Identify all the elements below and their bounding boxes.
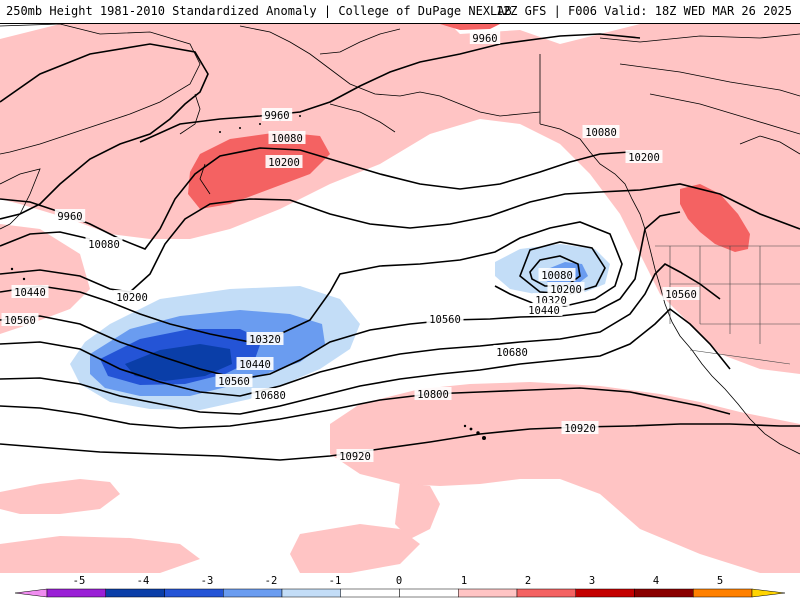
contour-label-bg	[336, 449, 374, 462]
contour-label: 10680	[254, 390, 286, 402]
colorbar-bins	[14, 588, 786, 598]
colorbar-tick-label: -1	[329, 575, 342, 587]
contour-label: 10080	[541, 270, 573, 282]
model-run-info: 12Z GFS | F006 Valid: 18Z WED MAR 26 202…	[495, 4, 792, 18]
colorbar-bin	[458, 588, 518, 598]
anomaly-map: 9960 9960 9960 10080 10080 10080 10080 10200 102…	[0, 24, 800, 573]
contour-label-bg	[54, 209, 86, 222]
contour-label-bg	[251, 388, 289, 401]
contour-label-bg	[268, 131, 306, 144]
contour-label-bg	[236, 357, 274, 370]
contour-label: 10440	[14, 287, 46, 299]
contour-label-bg	[493, 345, 531, 358]
anomaly-colorbar: -5 -4 -3 -2 -1 0 1 2 3 4 5	[0, 573, 800, 600]
contour-label-bg	[11, 285, 49, 298]
contour-labels: 9960 9960 9960 10080 10080 10080 10080 10200 102…	[1, 31, 700, 463]
contour-label: 10920	[564, 423, 596, 435]
colorbar-tick-label: 4	[653, 575, 659, 587]
contour-label: 10080	[585, 127, 617, 139]
colorbar-bin	[575, 588, 635, 598]
contour-label: 10080	[271, 133, 303, 145]
colorbar-tick-label: -2	[265, 575, 278, 587]
colorbar-bin	[223, 588, 283, 598]
contour-label: 10560	[665, 289, 697, 301]
colorbar-tick-label: 1	[461, 575, 467, 587]
contour-label: 10560	[4, 315, 36, 327]
contour-label-bg	[625, 150, 663, 163]
contour-label: 10440	[528, 305, 560, 317]
contour-label-bg	[525, 303, 563, 316]
state-boundaries	[655, 245, 800, 365]
colorbar-bin	[399, 588, 459, 598]
colorbar-bin-arrow-high	[751, 588, 786, 598]
contour-label: 10920	[339, 451, 371, 463]
colorbar-bin	[340, 588, 400, 598]
colorbar-tick-label: -5	[73, 575, 86, 587]
colorbar-tick-label: -4	[137, 575, 150, 587]
contour-label: 9960	[264, 110, 289, 122]
contour-label-bg	[113, 290, 151, 303]
map-title: 250mb Height 1981-2010 Standardized Anom…	[6, 4, 512, 18]
contour-label: 10440	[239, 359, 271, 371]
contour-label-bg	[426, 312, 464, 325]
contour-label-bg	[469, 31, 501, 44]
colorbar-tick-label: 3	[589, 575, 595, 587]
contour-label-bg	[1, 313, 39, 326]
contour-label-bg	[265, 155, 303, 168]
colorbar-tick-label: 2	[525, 575, 531, 587]
contour-label: 10800	[417, 389, 449, 401]
contour-label-bg	[414, 387, 452, 400]
colorbar-bin	[634, 588, 694, 598]
colorbar-ticks: -5 -4 -3 -2 -1 0 1 2 3 4 5	[73, 575, 723, 587]
colorbar-bin	[46, 588, 106, 598]
contour-label-bg	[582, 125, 620, 138]
strong-positive-anomaly-shading	[188, 24, 750, 252]
colorbar-bin	[516, 588, 576, 598]
contour-label-bg	[547, 282, 585, 295]
contour-label-bg	[561, 421, 599, 434]
contour-label: 9960	[57, 211, 82, 223]
map-header: 250mb Height 1981-2010 Standardized Anom…	[0, 0, 800, 24]
contour-label-bg	[85, 237, 123, 250]
coastlines	[0, 24, 800, 455]
contour-label: 10200	[628, 152, 660, 164]
colorbar-bin	[281, 588, 341, 598]
colorbar-bin	[693, 588, 753, 598]
contour-label-bg	[246, 332, 284, 345]
contour-label: 10080	[88, 239, 120, 251]
contour-label-bg	[538, 268, 576, 281]
contour-label: 10560	[429, 314, 461, 326]
colorbar-tick-label: 5	[717, 575, 723, 587]
contour-label: 9960	[472, 33, 497, 45]
colorbar-bin	[164, 588, 224, 598]
colorbar-tick-label: -3	[201, 575, 214, 587]
colorbar-tick-label: 0	[396, 575, 402, 587]
contour-label-bg	[261, 108, 293, 121]
contour-label-bg	[662, 287, 700, 300]
contour-label-bg	[532, 293, 570, 306]
contour-label-bg	[215, 374, 253, 387]
contour-label: 10200	[116, 292, 148, 304]
contour-label: 10680	[496, 347, 528, 359]
colorbar-bin-arrow-low	[14, 588, 48, 598]
positive-anomaly-shading	[0, 24, 800, 573]
colorbar-bin	[105, 588, 165, 598]
contour-label: 10560	[218, 376, 250, 388]
contour-label: 10320	[249, 334, 281, 346]
contour-label: 10200	[268, 157, 300, 169]
